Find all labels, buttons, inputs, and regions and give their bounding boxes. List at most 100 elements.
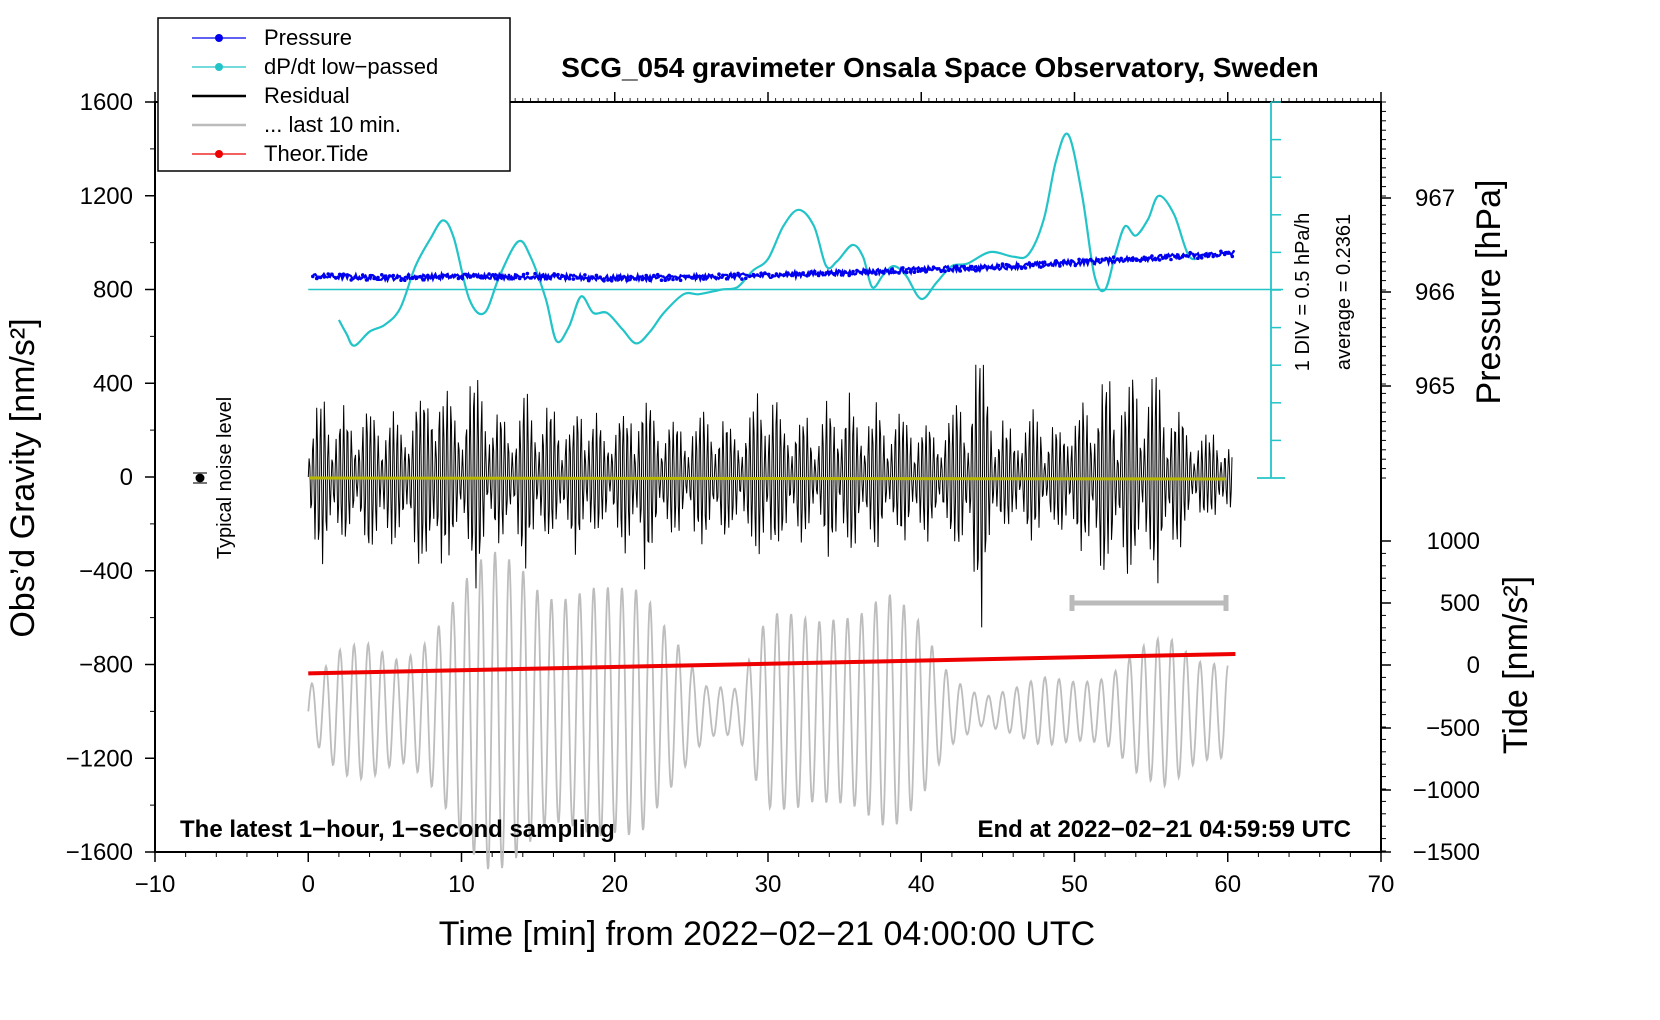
pressure-point [1127, 257, 1131, 261]
pressure-point [862, 268, 867, 273]
pressure-point [1226, 250, 1231, 255]
pressure-point [648, 278, 652, 283]
pressure-point [1100, 257, 1104, 262]
pressure-point [575, 276, 579, 280]
pressure-point [1230, 254, 1235, 259]
tide-tick-label: −1500 [1413, 839, 1480, 866]
pressure-point [1050, 263, 1055, 267]
legend-swatch-dot [215, 150, 223, 158]
pressure-point [364, 278, 369, 282]
pressure-point [617, 274, 622, 278]
pressure-point [483, 275, 488, 280]
pressure-point [403, 278, 407, 283]
pressure-point [770, 274, 775, 278]
pressure-point [537, 276, 541, 281]
pressure-point [391, 273, 396, 278]
pressure-point [698, 274, 702, 279]
pressure-point [1085, 258, 1089, 263]
pressure-point [1062, 259, 1066, 263]
pressure-point [311, 274, 315, 279]
pressure-point [790, 273, 794, 278]
pressure-point [422, 278, 426, 282]
pressure-point [1019, 266, 1024, 271]
pressure-point [1173, 254, 1177, 259]
pressure-point [563, 276, 568, 281]
pressure-point [881, 271, 886, 275]
tide-line [308, 651, 1236, 676]
last-10-min-line [307, 551, 1229, 870]
pressure-point [1134, 258, 1139, 263]
tide-tick-label: 0 [1467, 652, 1480, 679]
pressure-point [931, 265, 936, 270]
pressure-point [1104, 256, 1108, 261]
x-axis-title: Time [min] from 2022−02−21 04:00:00 UTC [439, 915, 1095, 953]
pressure-point [885, 269, 890, 273]
pressure-point [943, 269, 947, 274]
pressure-point [1211, 254, 1215, 259]
tide-tick-label: −500 [1426, 715, 1480, 742]
pressure-point [728, 272, 733, 277]
pressure-point [460, 276, 465, 281]
noise-level-marker [193, 472, 207, 484]
dpdt-series [308, 132, 1283, 347]
pressure-point [782, 273, 786, 277]
pressure-point [824, 271, 828, 275]
pressure-point [1058, 264, 1062, 268]
pressure-point [1012, 265, 1016, 269]
pressure-point [751, 272, 756, 277]
pressure-point [1138, 259, 1143, 263]
pressure-point [993, 266, 997, 270]
pressure-point [560, 274, 564, 279]
y-tick-label: 0 [120, 464, 133, 491]
pressure-point [360, 273, 365, 277]
pressure-point [947, 268, 951, 273]
pressure-point [717, 272, 721, 277]
y-tick-label: −400 [79, 558, 133, 585]
chart-title: SCG_054 gravimeter Onsala Space Observat… [561, 52, 1318, 83]
pressure-point [514, 275, 518, 280]
x-tick-label: 40 [908, 871, 935, 898]
pressure-point [686, 274, 691, 279]
y-tick-label: 400 [93, 370, 133, 397]
pressure-point [744, 276, 748, 281]
pressure-point [1016, 262, 1020, 267]
pressure-point [690, 275, 694, 280]
pressure-point [950, 268, 955, 272]
pressure-point [655, 272, 660, 277]
x-tick-label: 10 [448, 871, 475, 898]
pressure-point [912, 270, 917, 275]
pressure-point [793, 271, 798, 275]
pressure-point [349, 278, 354, 282]
pressure-point [832, 272, 836, 276]
pressure-point [767, 272, 771, 277]
pressure-point [376, 275, 380, 280]
pressure-point [521, 272, 526, 277]
y-axis-title-tide: Tide [nm/s²] [1497, 576, 1535, 754]
pressure-point [629, 274, 633, 279]
pressure-point [1188, 250, 1192, 255]
pressure-point [341, 272, 346, 277]
pressure-point [464, 272, 468, 277]
pressure-point [330, 272, 334, 277]
pressure-point [1180, 254, 1185, 259]
pressure-point [418, 274, 422, 279]
pressure-point [345, 273, 350, 277]
dpdt-line [337, 132, 1206, 347]
pressure-point [682, 274, 687, 279]
pressure-point [901, 266, 905, 270]
pressure-point [759, 271, 763, 276]
pressure-point [334, 276, 338, 280]
average-label: average = 0.2361 [1333, 214, 1355, 370]
y-tick-label: 1600 [80, 89, 133, 116]
y-tick-label: −1200 [66, 745, 133, 772]
pressure-scale-axis [1257, 101, 1285, 479]
pressure-point [429, 275, 434, 280]
legend-label: Residual [264, 83, 350, 108]
pressure-point [494, 277, 499, 281]
pressure-point [621, 275, 625, 279]
pressure-point [353, 275, 357, 279]
pressure-point [897, 271, 901, 275]
pressure-point [1096, 258, 1101, 262]
pressure-point [701, 277, 706, 281]
pressure-point [958, 269, 963, 273]
